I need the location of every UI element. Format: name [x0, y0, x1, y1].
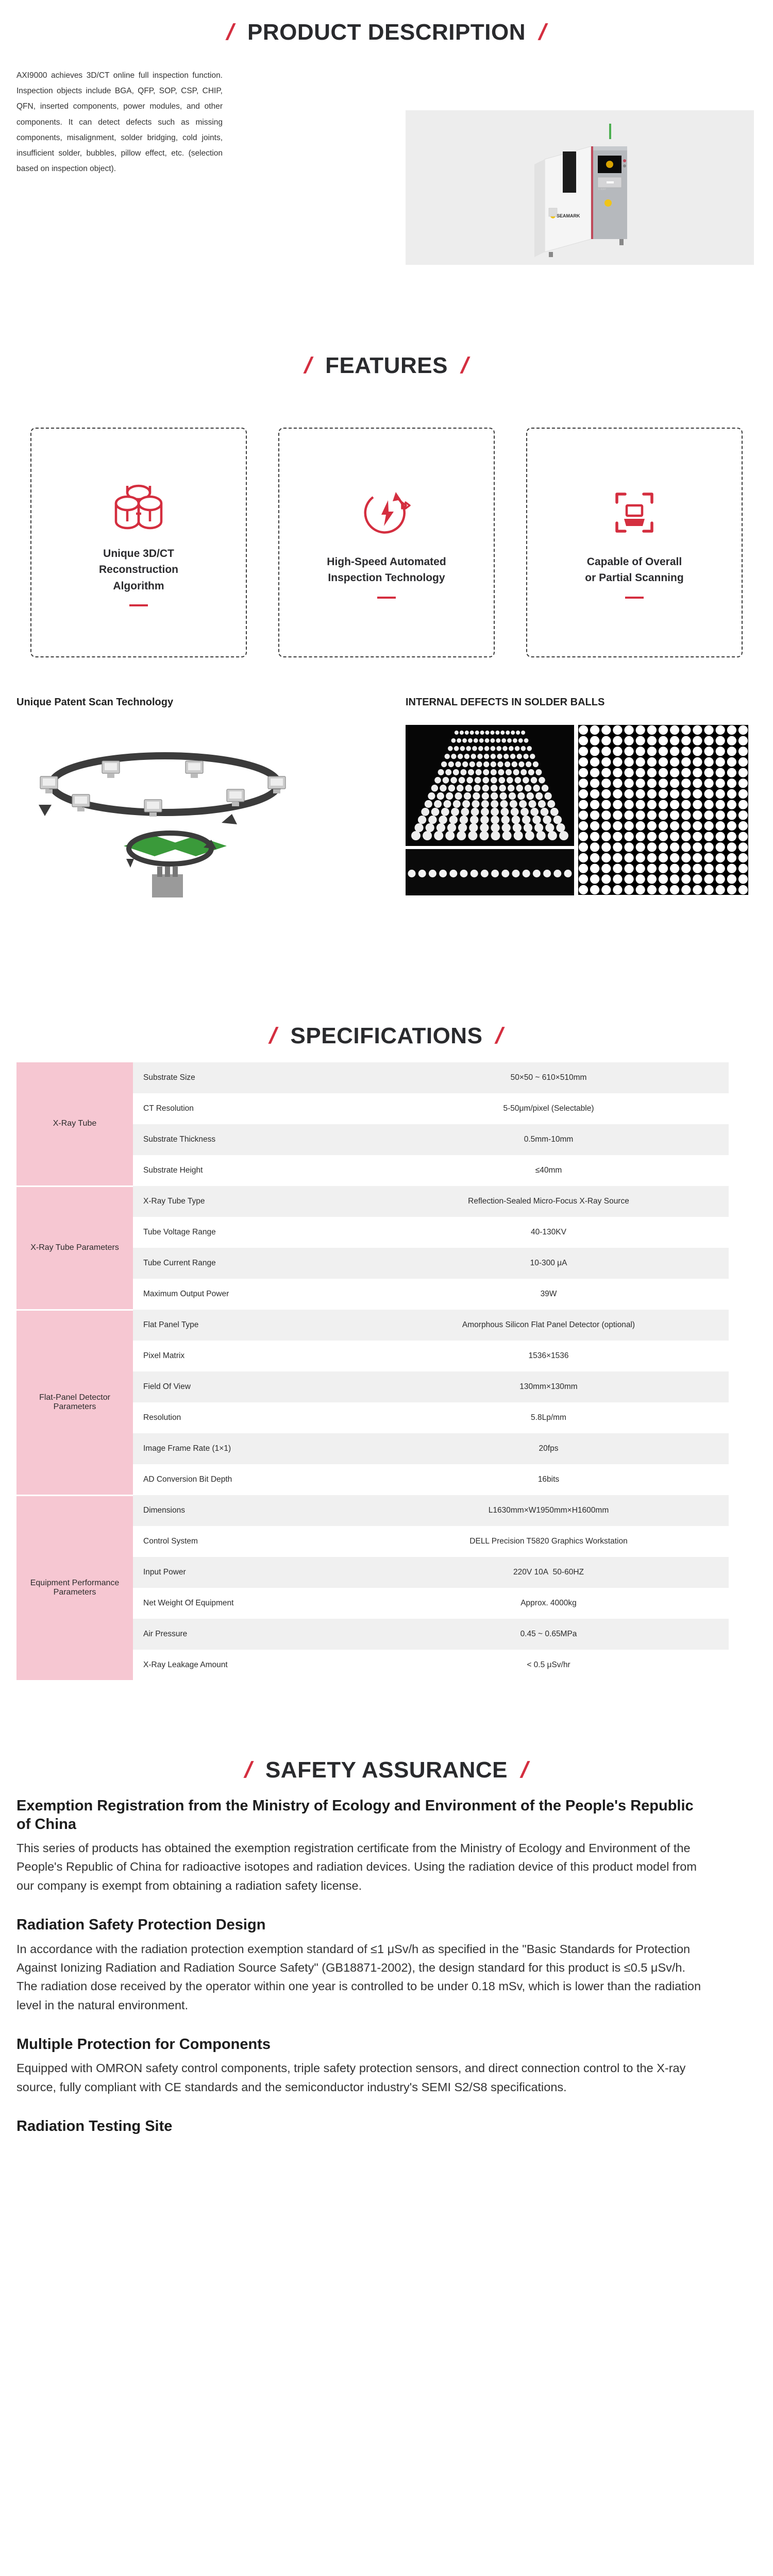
svg-text:X-RAY: X-RAY [598, 188, 607, 191]
svg-text:SEAMARK: SEAMARK [557, 213, 580, 218]
